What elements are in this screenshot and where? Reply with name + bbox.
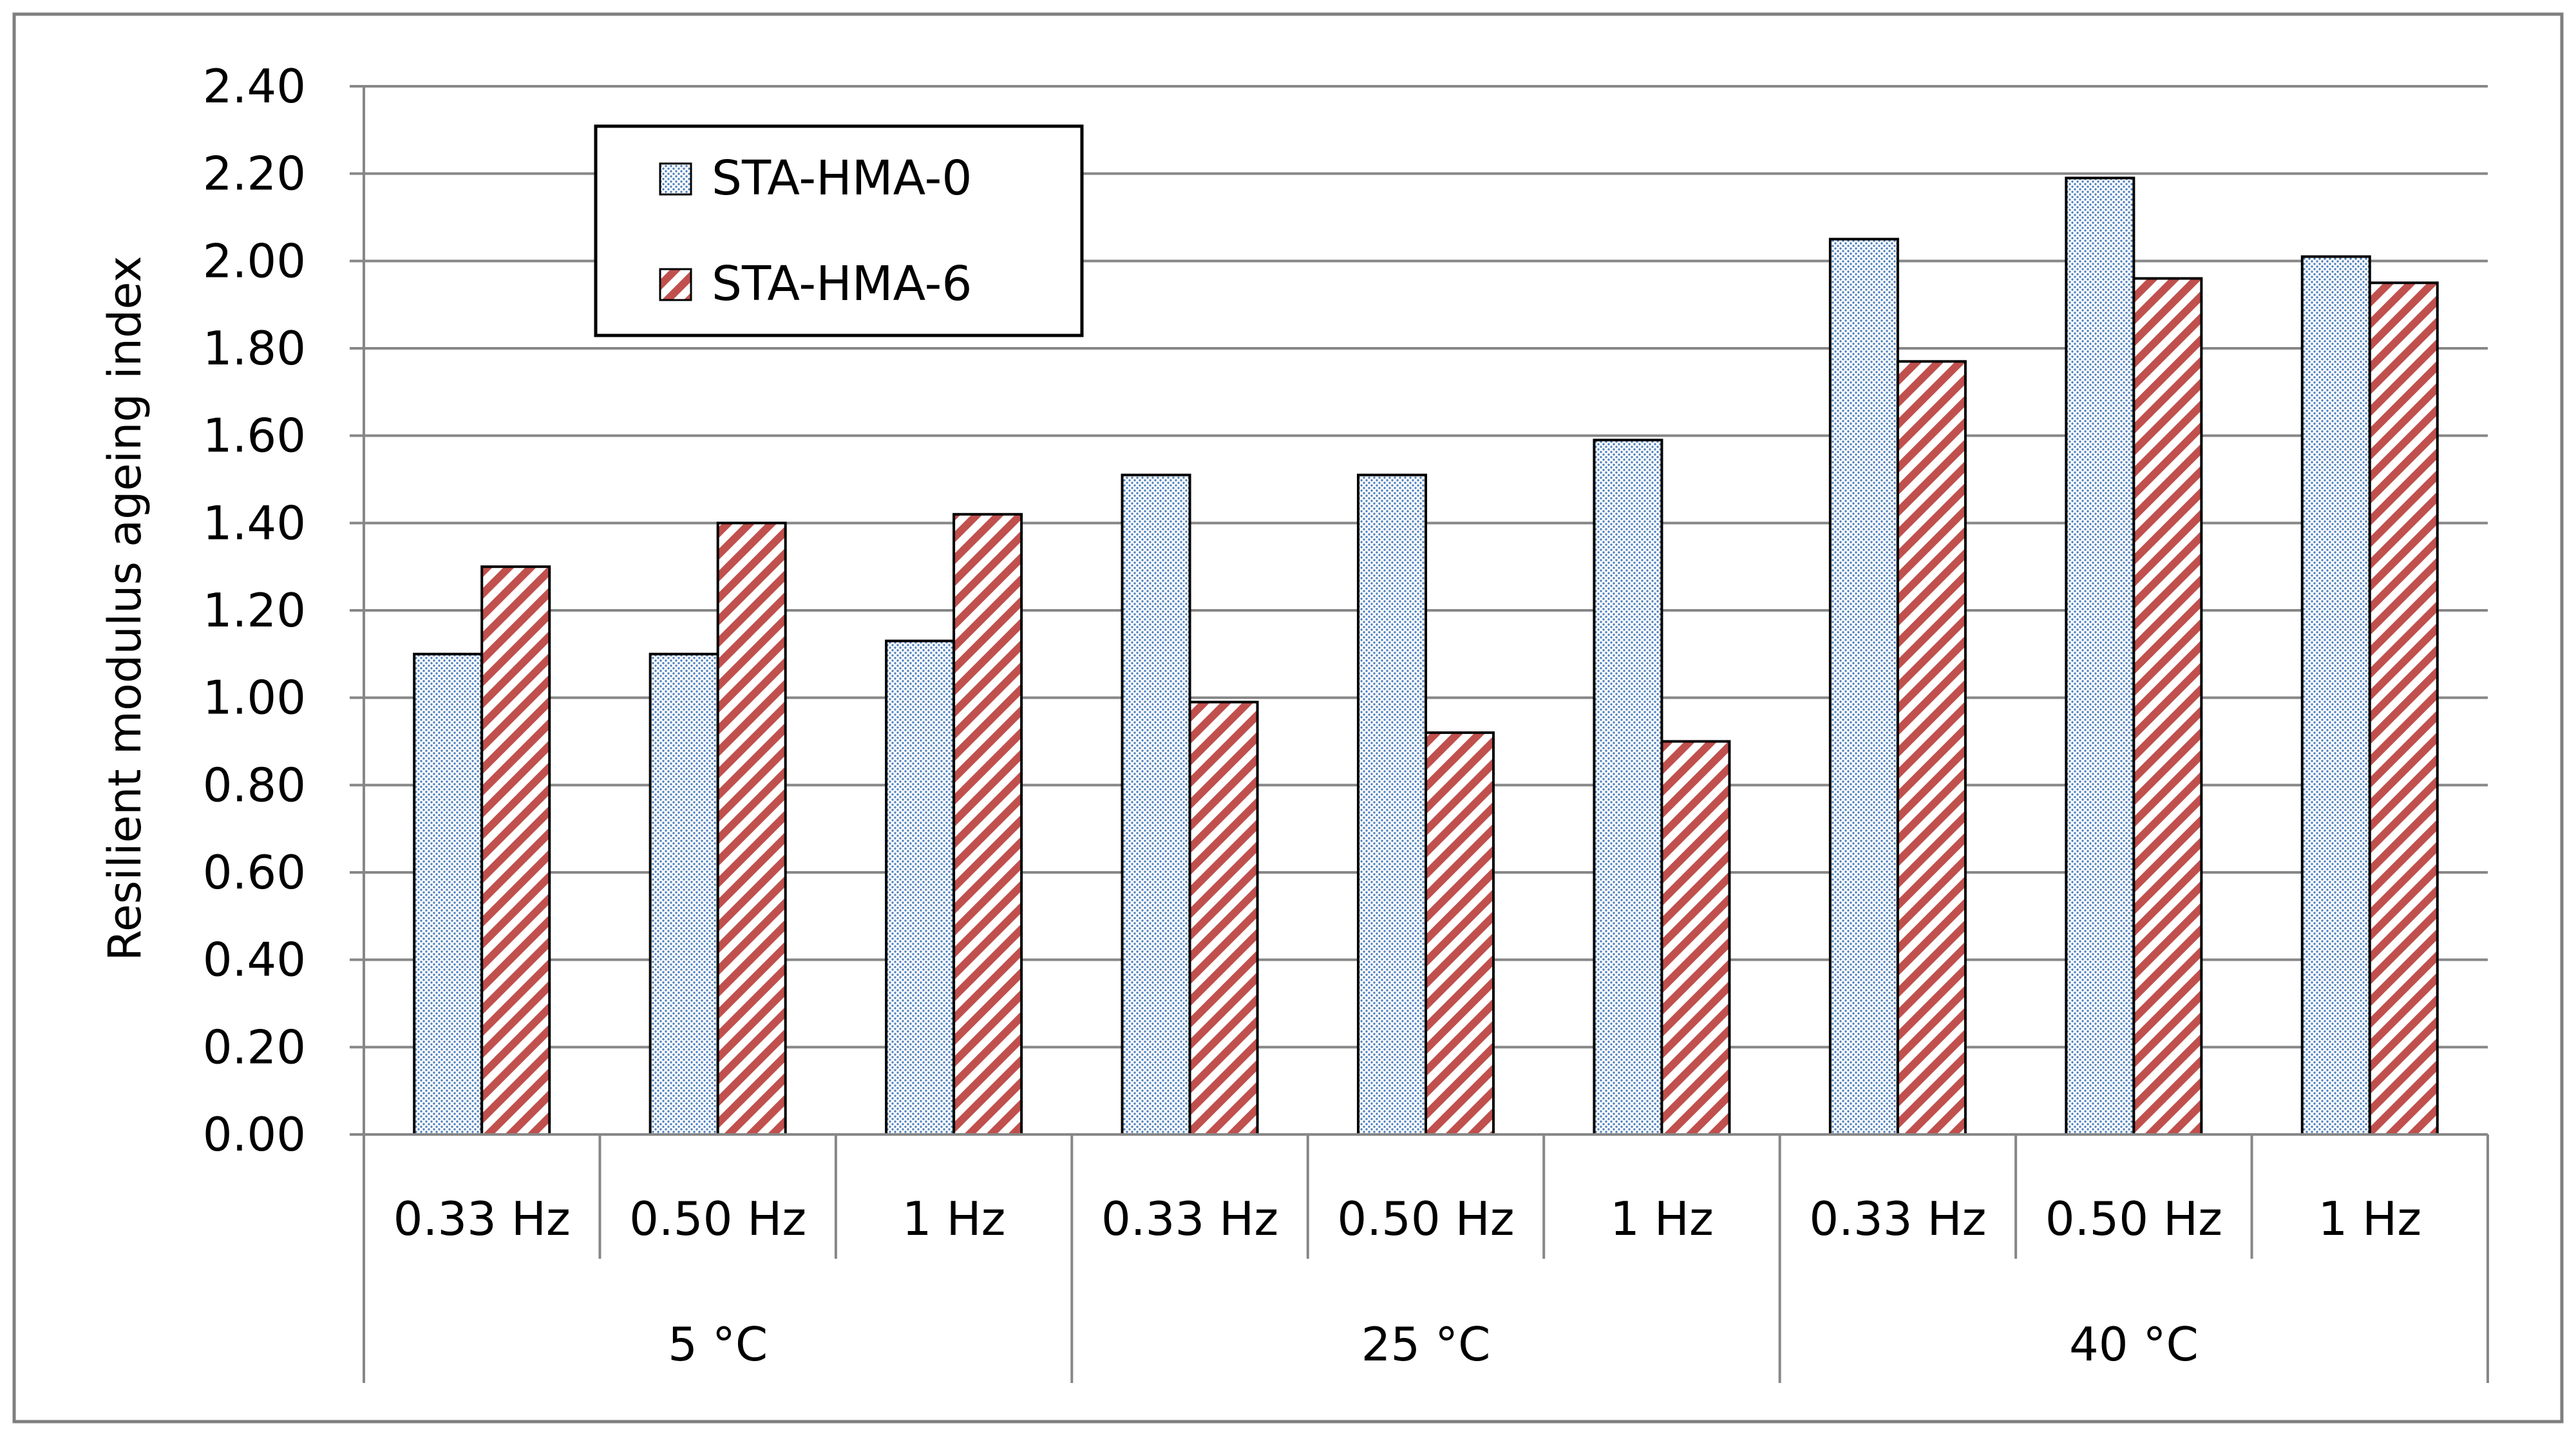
tick-labels: 0.00 0.20 0.40 0.60 0.80 1.00 1.20 1.40 1.60 1.80… <box>203 59 2421 1371</box>
x-category-label: 0.50 Hz <box>2045 1192 2222 1246</box>
y-tick-label: 1.80 <box>203 321 306 375</box>
bar-sta-hma-6 <box>716 522 787 1136</box>
y-tick-label: 2.20 <box>203 147 306 201</box>
y-tick-label: 0.20 <box>203 1020 306 1074</box>
bar-sta-hma-6 <box>1896 360 1967 1136</box>
legend-swatch-series-0 <box>659 162 692 196</box>
bar-sta-hma-0 <box>1593 438 1663 1136</box>
x-category-label: 0.33 Hz <box>1809 1192 1986 1246</box>
y-tick-label: 1.60 <box>203 409 306 463</box>
bar-sta-hma-6 <box>1660 740 1731 1136</box>
y-tick-label: 1.00 <box>203 671 306 725</box>
x-category-label: 0.50 Hz <box>1337 1192 1514 1246</box>
y-tick-label: 1.40 <box>203 496 306 550</box>
legend-swatch-series-1 <box>659 268 692 301</box>
bar-sta-hma-0 <box>1121 473 1191 1136</box>
y-tick-label: 2.40 <box>203 59 306 113</box>
bar-sta-hma-6 <box>2132 277 2203 1136</box>
x-category-label: 0.33 Hz <box>1101 1192 1278 1246</box>
y-tick-label: 0.60 <box>203 845 306 899</box>
axes <box>350 85 2489 1383</box>
bar-sta-hma-0 <box>1828 238 1899 1136</box>
legend: STA-HMA-0 STA-HMA-6 <box>594 124 1084 337</box>
x-group-label: 5 °C <box>668 1317 768 1371</box>
bar-sta-hma-0 <box>1357 473 1427 1136</box>
bar-sta-hma-6 <box>480 565 551 1136</box>
bar-sta-hma-0 <box>2300 255 2371 1136</box>
x-category-label: 1 Hz <box>2318 1192 2421 1246</box>
y-axis-label: Resilient modulus ageing index <box>99 256 151 961</box>
y-tick-label: 0.80 <box>203 758 306 812</box>
bar-sta-hma-0 <box>2065 176 2136 1136</box>
bar-sta-hma-6 <box>1188 701 1259 1136</box>
y-tick-label: 0.40 <box>203 933 306 987</box>
y-tick-label: 2.00 <box>203 234 306 288</box>
bars <box>413 176 2439 1136</box>
bar-sta-hma-6 <box>952 513 1023 1136</box>
y-tick-label: 1.20 <box>203 583 306 637</box>
bar-sta-hma-0 <box>413 652 484 1136</box>
x-category-label: 1 Hz <box>902 1192 1006 1246</box>
x-category-label: 1 Hz <box>1610 1192 1714 1246</box>
x-group-label: 25 °C <box>1361 1317 1491 1371</box>
x-category-label: 0.33 Hz <box>393 1192 571 1246</box>
bar-sta-hma-0 <box>649 652 719 1136</box>
x-category-label: 0.50 Hz <box>629 1192 806 1246</box>
legend-label-series-0: STA-HMA-0 <box>712 151 972 206</box>
y-tick-label: 0.00 <box>203 1107 306 1162</box>
bar-sta-hma-6 <box>1425 731 1495 1136</box>
bar-sta-hma-0 <box>885 639 956 1136</box>
x-group-label: 40 °C <box>2069 1317 2199 1371</box>
legend-label-series-1: STA-HMA-6 <box>712 256 972 312</box>
bar-sta-hma-6 <box>2368 281 2439 1136</box>
